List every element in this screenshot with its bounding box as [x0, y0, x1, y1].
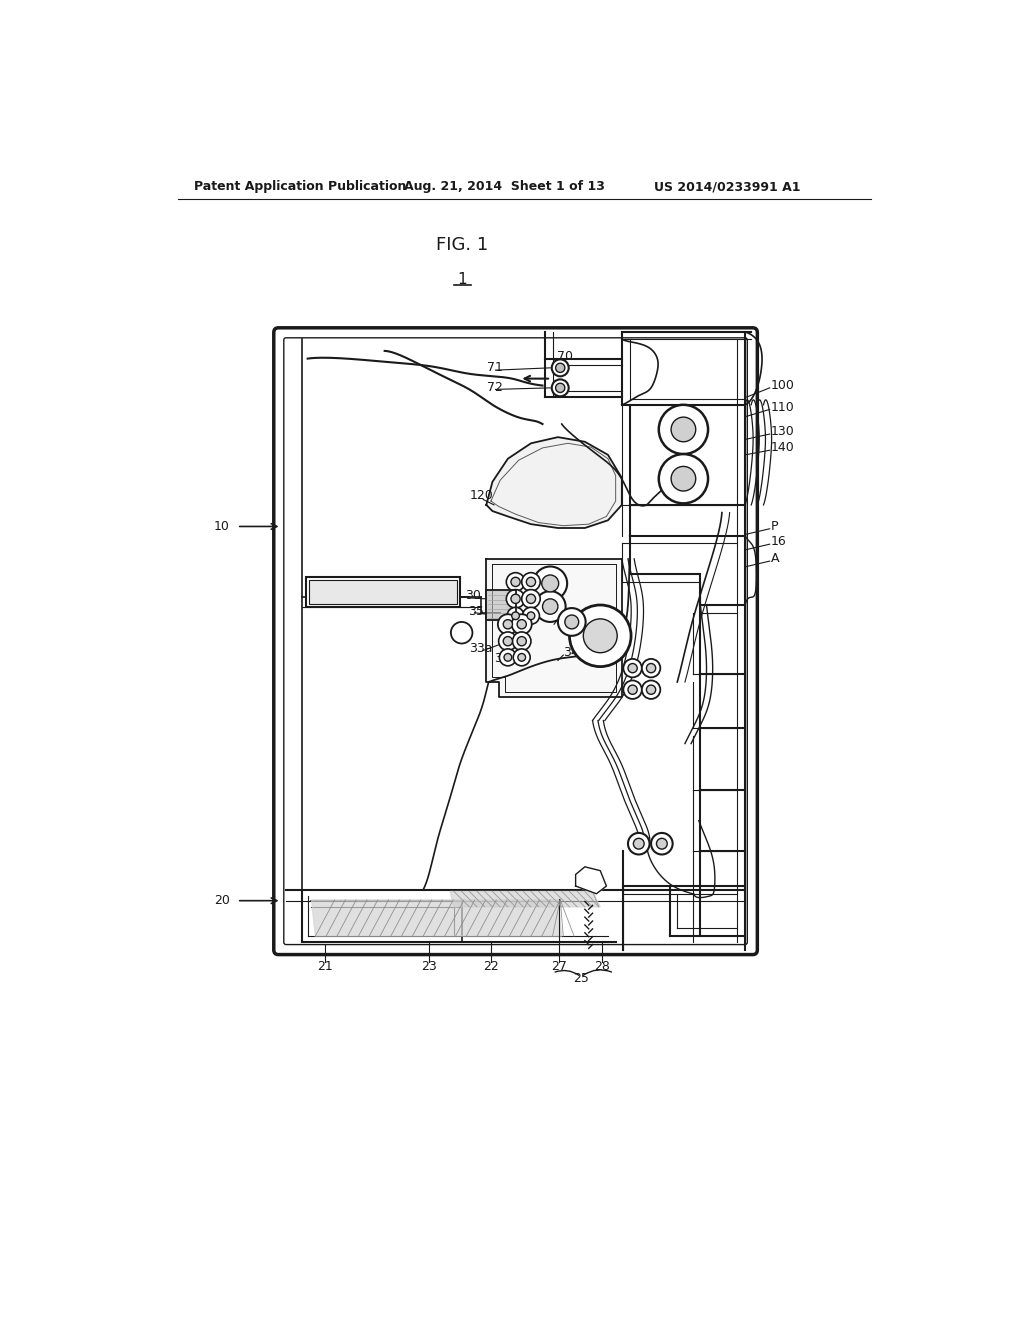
- Circle shape: [642, 681, 660, 700]
- Text: 20: 20: [214, 894, 229, 907]
- Circle shape: [527, 612, 535, 619]
- Circle shape: [517, 636, 526, 645]
- Text: 71: 71: [487, 362, 503, 375]
- Circle shape: [624, 659, 642, 677]
- Text: 14: 14: [578, 615, 593, 628]
- Circle shape: [569, 605, 631, 667]
- Text: 32: 32: [556, 610, 571, 622]
- Circle shape: [556, 363, 565, 372]
- Circle shape: [558, 609, 586, 636]
- Text: 30: 30: [438, 583, 455, 597]
- Circle shape: [671, 417, 695, 442]
- Circle shape: [535, 591, 565, 622]
- Text: 50: 50: [331, 585, 347, 598]
- Circle shape: [504, 653, 512, 661]
- Text: A: A: [770, 552, 779, 565]
- Circle shape: [512, 612, 519, 619]
- Polygon shape: [311, 900, 562, 936]
- Text: 34: 34: [563, 647, 579, 659]
- Circle shape: [646, 685, 655, 694]
- Circle shape: [534, 566, 567, 601]
- Circle shape: [521, 590, 541, 609]
- Text: 30: 30: [466, 589, 481, 602]
- Circle shape: [628, 833, 649, 854]
- Text: 31: 31: [526, 593, 542, 606]
- Circle shape: [500, 649, 516, 665]
- Circle shape: [542, 576, 559, 591]
- Text: FIG. 1: FIG. 1: [435, 236, 487, 253]
- Bar: [306, 577, 460, 607]
- Circle shape: [498, 614, 518, 635]
- Circle shape: [503, 636, 512, 645]
- Circle shape: [512, 632, 531, 651]
- Polygon shape: [575, 867, 606, 894]
- Circle shape: [552, 379, 568, 396]
- Text: 100: 100: [770, 379, 795, 392]
- Circle shape: [526, 594, 536, 603]
- Circle shape: [658, 454, 708, 503]
- Circle shape: [517, 619, 526, 628]
- Circle shape: [522, 607, 540, 624]
- Text: US 2014/0233991 A1: US 2014/0233991 A1: [654, 181, 801, 194]
- Circle shape: [543, 599, 558, 614]
- Circle shape: [512, 614, 531, 635]
- Circle shape: [658, 405, 708, 454]
- Text: Aug. 21, 2014  Sheet 1 of 13: Aug. 21, 2014 Sheet 1 of 13: [403, 181, 605, 194]
- Text: 25: 25: [573, 972, 589, 985]
- Text: 130: 130: [770, 425, 795, 438]
- Circle shape: [584, 619, 617, 653]
- Text: 22: 22: [483, 960, 499, 973]
- Circle shape: [671, 466, 695, 491]
- Text: P: P: [770, 520, 778, 533]
- Text: 110: 110: [770, 400, 795, 413]
- Circle shape: [506, 573, 524, 591]
- Circle shape: [624, 681, 642, 700]
- Text: 72: 72: [487, 380, 503, 393]
- Circle shape: [507, 607, 524, 624]
- Polygon shape: [451, 891, 600, 907]
- Text: 23: 23: [422, 960, 437, 973]
- Circle shape: [642, 659, 660, 677]
- Text: 16: 16: [770, 536, 786, 548]
- Circle shape: [511, 577, 520, 586]
- Circle shape: [503, 619, 512, 628]
- Text: 140: 140: [770, 441, 795, 454]
- Circle shape: [518, 653, 525, 661]
- Circle shape: [511, 594, 520, 603]
- Polygon shape: [486, 558, 622, 697]
- Text: Patent Application Publication: Patent Application Publication: [194, 181, 407, 194]
- Circle shape: [646, 664, 655, 673]
- Circle shape: [526, 577, 536, 586]
- Bar: [309, 579, 457, 605]
- Text: 1: 1: [457, 272, 467, 286]
- Text: 10: 10: [214, 520, 229, 533]
- Polygon shape: [486, 437, 622, 528]
- Text: 70: 70: [557, 350, 573, 363]
- Circle shape: [451, 622, 472, 644]
- Circle shape: [651, 833, 673, 854]
- Circle shape: [628, 664, 637, 673]
- Circle shape: [556, 383, 565, 392]
- Circle shape: [499, 632, 517, 651]
- Text: 28: 28: [594, 960, 609, 973]
- Text: 33b: 33b: [494, 652, 517, 665]
- Circle shape: [552, 359, 568, 376]
- Text: 33a: 33a: [469, 642, 493, 655]
- Text: 40: 40: [438, 595, 455, 609]
- Text: 27: 27: [552, 960, 567, 973]
- Circle shape: [521, 573, 541, 591]
- Circle shape: [513, 649, 530, 665]
- Text: 120: 120: [469, 490, 494, 502]
- Text: 21: 21: [317, 960, 333, 973]
- Circle shape: [506, 590, 524, 609]
- Circle shape: [634, 838, 644, 849]
- Circle shape: [565, 615, 579, 628]
- Circle shape: [628, 685, 637, 694]
- Polygon shape: [486, 590, 515, 620]
- Text: 35: 35: [468, 605, 483, 618]
- Circle shape: [656, 838, 668, 849]
